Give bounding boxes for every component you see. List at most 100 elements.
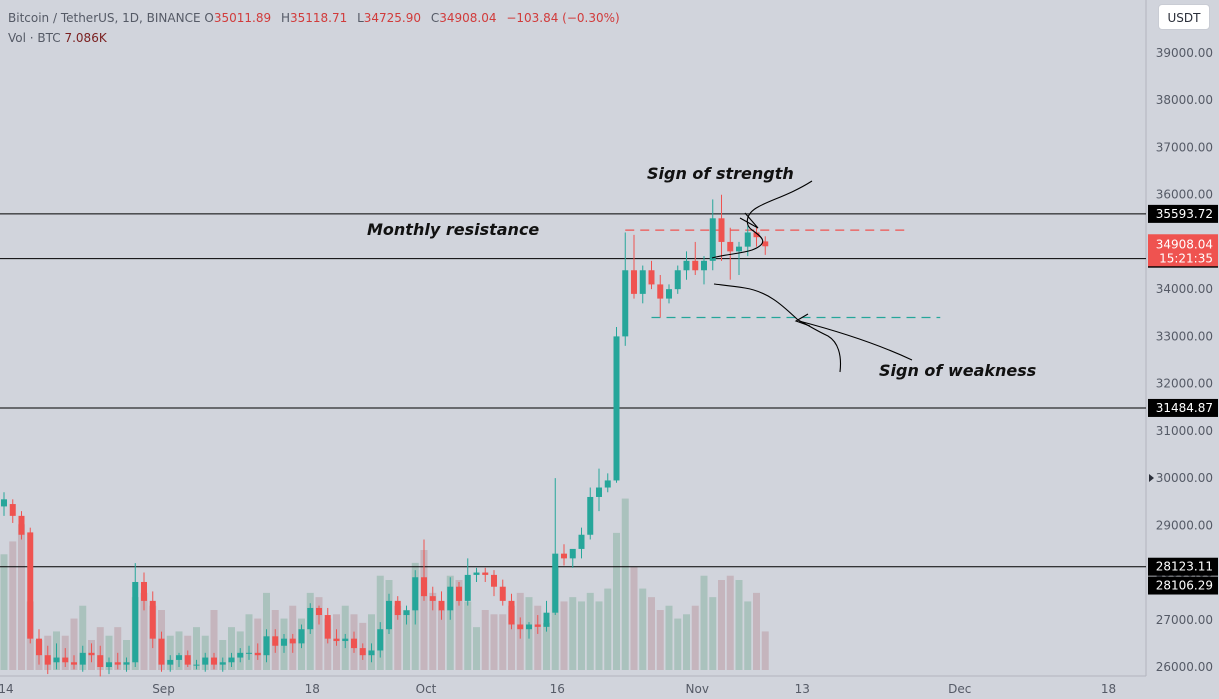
- candle-body: [421, 577, 427, 597]
- candle-body: [639, 270, 646, 294]
- volume-bar: [9, 541, 17, 670]
- volume-bar: [455, 580, 463, 670]
- candle-body: [578, 534, 585, 549]
- candle-body: [613, 336, 620, 481]
- candle-body: [701, 260, 707, 271]
- high-value: 35118.71: [289, 11, 348, 25]
- candle-body: [666, 289, 672, 299]
- currency-button[interactable]: USDT: [1158, 4, 1210, 30]
- volume-bar: [604, 588, 612, 670]
- candle-body: [44, 655, 51, 665]
- volume-bar: [490, 614, 498, 670]
- volume-label[interactable]: Vol · BTC: [8, 31, 61, 45]
- low-value: 34725.90: [363, 11, 422, 25]
- candle-body: [36, 638, 42, 656]
- price-tick-label: 32000.00: [1156, 377, 1213, 391]
- candle-body: [254, 652, 261, 656]
- hand-drawings: [711, 180, 913, 373]
- candle-body: [141, 581, 147, 601]
- price-axis-marker-icon: [1149, 474, 1154, 482]
- candle-body: [237, 652, 244, 658]
- candle-body: [27, 532, 34, 639]
- candle-body: [281, 638, 287, 646]
- level-price-tag: [1148, 576, 1218, 595]
- candle-body: [386, 600, 392, 630]
- candle-body: [149, 600, 156, 639]
- candle-body: [753, 232, 760, 238]
- volume-bar: [595, 601, 603, 670]
- candle-body: [709, 218, 716, 261]
- price-tick-label: 34000.00: [1156, 282, 1213, 296]
- volume-bar: [446, 575, 454, 670]
- volume-bar: [79, 605, 87, 670]
- candle-body: [1, 499, 7, 507]
- volume-bar: [621, 498, 629, 670]
- candlesticks: [1, 194, 769, 677]
- time-tick-label: 18: [1101, 682, 1116, 696]
- candle-body: [622, 270, 629, 337]
- time-axis-background: [0, 677, 1219, 699]
- volume-bar: [665, 605, 673, 670]
- candle-body: [596, 487, 602, 497]
- volume-bar: [219, 640, 227, 670]
- price-tick-label: 39000.00: [1156, 46, 1213, 60]
- candle-body: [692, 260, 699, 271]
- volume-bar: [683, 614, 690, 670]
- volume-bar: [394, 605, 402, 670]
- candle-body: [412, 577, 419, 611]
- candle-body: [53, 657, 60, 663]
- level-price-tag: [1148, 204, 1218, 223]
- symbol-title[interactable]: Bitcoin / TetherUS, 1D, BINANCE: [8, 11, 201, 25]
- level-price-tag: [1148, 557, 1218, 576]
- candle-body: [106, 662, 112, 667]
- volume-bar: [718, 580, 725, 670]
- candle-body: [97, 655, 104, 667]
- candle-body: [158, 638, 165, 665]
- candle-body: [517, 624, 524, 630]
- annotation-weakness: Sign of weakness: [879, 361, 1036, 380]
- price-tick-label: 33000.00: [1156, 329, 1213, 343]
- candle-body: [176, 655, 182, 660]
- volume-bar: [534, 605, 542, 670]
- strength-arrow-curve: [711, 180, 813, 259]
- candle-body: [744, 232, 751, 247]
- time-axis[interactable]: 14 Sep 18 Oct 16 Nov 13 Dec 18: [0, 677, 1219, 699]
- candle-body: [123, 662, 130, 665]
- volume-bar: [228, 627, 235, 670]
- weakness-arrow-line: [798, 320, 913, 361]
- candle-body: [736, 246, 742, 252]
- volume-bar: [324, 618, 332, 670]
- candle-body: [324, 615, 331, 639]
- price-axis-tags: 35593.7234645.4831484.8728123.1128106.29…: [1148, 204, 1218, 595]
- time-tick-label: Sep: [152, 682, 175, 696]
- candle-body: [683, 260, 690, 271]
- candle-body: [491, 574, 497, 587]
- candle-body: [219, 662, 226, 665]
- volume-bar: [193, 627, 200, 670]
- candle-body: [62, 657, 69, 663]
- candle-body: [482, 572, 489, 575]
- time-tick-label: Nov: [686, 682, 709, 696]
- time-tick-label: 13: [795, 682, 810, 696]
- volume-bar: [70, 618, 78, 670]
- volume-bar: [499, 614, 507, 670]
- volume-bar: [140, 592, 148, 670]
- candle-body: [307, 607, 314, 630]
- candle-body: [132, 581, 139, 663]
- volume-bar: [464, 601, 472, 670]
- price-tick-label: 36000.00: [1156, 188, 1213, 202]
- volume-bar: [674, 618, 682, 670]
- volume-bar: [123, 640, 130, 670]
- volume-value: 7.086K: [64, 31, 107, 45]
- plot-background: [0, 0, 1146, 699]
- volume-bar: [560, 601, 568, 670]
- volume-bar: [508, 605, 515, 670]
- candle-body: [246, 652, 252, 654]
- countdown-timer-text: 15:21:35: [1159, 251, 1213, 265]
- candle-body: [333, 638, 340, 642]
- volume-bar: [403, 610, 410, 670]
- candle-body: [648, 270, 655, 285]
- candle-body: [272, 636, 279, 646]
